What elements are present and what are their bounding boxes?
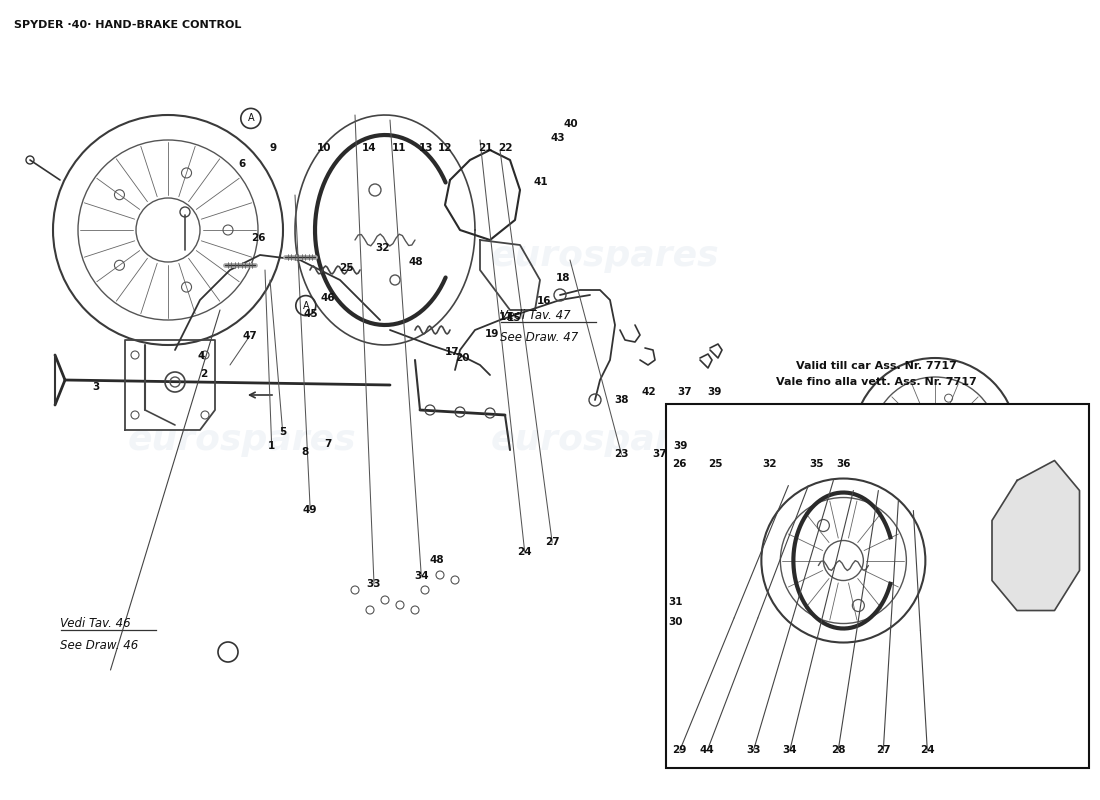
Text: 7: 7 [324,439,331,449]
Text: 5: 5 [279,427,286,437]
Text: A: A [302,301,309,310]
Text: eurospares: eurospares [491,239,719,273]
Text: 29: 29 [672,746,688,755]
Text: A: A [248,114,254,123]
Text: 11: 11 [392,143,407,153]
Text: 10: 10 [317,143,332,153]
Polygon shape [900,670,920,700]
Text: 38: 38 [614,395,629,405]
Text: 45: 45 [304,310,319,319]
Text: 1: 1 [268,442,275,451]
Text: SPYDER ·40· HAND-BRAKE CONTROL: SPYDER ·40· HAND-BRAKE CONTROL [14,20,241,30]
Text: 26: 26 [251,234,266,243]
Text: Vedi Tav. 46: Vedi Tav. 46 [60,617,131,630]
Text: 25: 25 [707,459,723,469]
Text: 6: 6 [239,159,245,169]
Text: 2: 2 [200,370,207,379]
Text: 39: 39 [707,387,722,397]
Text: 27: 27 [876,746,891,755]
Text: 30: 30 [668,618,683,627]
Text: eurospares: eurospares [128,423,356,457]
Text: 42: 42 [641,387,657,397]
Text: 4: 4 [198,351,205,361]
Text: 44: 44 [700,746,715,755]
Text: 32: 32 [762,459,778,469]
Text: 24: 24 [920,746,935,755]
Text: 18: 18 [556,274,571,283]
Text: 46: 46 [320,293,336,302]
Text: 12: 12 [438,143,453,153]
Text: 33: 33 [366,579,382,589]
Text: 17: 17 [444,347,460,357]
Text: 48: 48 [408,257,424,266]
Text: 48: 48 [429,555,444,565]
Text: 23: 23 [614,450,629,459]
Text: 16: 16 [537,296,552,306]
Text: 31: 31 [668,597,683,606]
Text: 25: 25 [339,263,354,273]
Text: 9: 9 [270,143,276,153]
Text: Valid till car Ass. Nr. 7717: Valid till car Ass. Nr. 7717 [796,361,957,370]
Text: 32: 32 [375,243,390,253]
Text: 8: 8 [301,447,308,457]
Text: 19: 19 [484,330,499,339]
Text: 3: 3 [92,382,99,392]
Text: 43: 43 [550,134,565,143]
Text: 37: 37 [676,387,692,397]
Text: 49: 49 [302,505,318,514]
Text: 41: 41 [534,178,549,187]
Text: 34: 34 [782,746,797,755]
Text: 37: 37 [652,449,668,458]
Text: 47: 47 [242,331,257,341]
Text: 24: 24 [517,547,532,557]
Text: 20: 20 [454,354,470,363]
Text: 40: 40 [563,119,579,129]
Text: 14: 14 [362,143,377,153]
Text: Vedi Tav. 47: Vedi Tav. 47 [500,309,571,322]
Text: 22: 22 [497,143,513,153]
Text: 13: 13 [418,143,433,153]
Bar [666,404,1089,768]
Text: 17: 17 [498,312,514,322]
Text: Vale fino alla vett. Ass. Nr. 7717: Vale fino alla vett. Ass. Nr. 7717 [777,377,977,386]
Text: 21: 21 [477,143,493,153]
Text: eurospares: eurospares [491,423,719,457]
Text: 34: 34 [414,571,429,581]
Polygon shape [992,461,1079,610]
Text: 39: 39 [673,442,689,451]
Text: 15: 15 [506,314,521,323]
Text: 28: 28 [830,746,846,755]
Text: 36: 36 [836,459,851,469]
Text: 35: 35 [808,459,824,469]
Text: See Draw. 46: See Draw. 46 [60,639,139,652]
Text: 33: 33 [746,746,761,755]
Text: 26: 26 [672,459,688,469]
Text: See Draw. 47: See Draw. 47 [500,331,579,344]
Text: 27: 27 [544,538,560,547]
